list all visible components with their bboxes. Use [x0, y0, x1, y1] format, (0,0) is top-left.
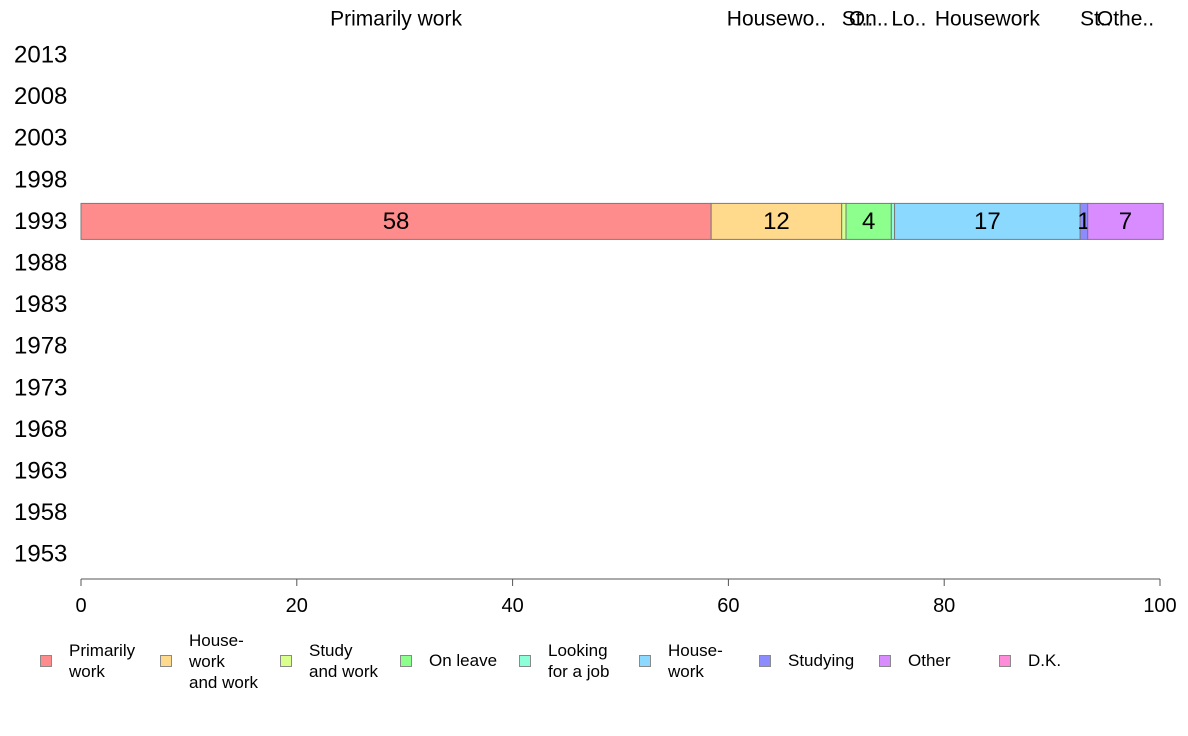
legend-swatch: [519, 655, 531, 667]
year-label-2003: 2003: [14, 125, 67, 152]
legend-item-2: Study and work: [280, 630, 378, 682]
legend-swatch: [639, 655, 651, 667]
legend-item-5: House- work: [639, 630, 723, 682]
top-label-series-3: On..: [849, 8, 889, 31]
legend-label: Other: [908, 651, 951, 670]
legend-label: House- work: [668, 641, 723, 681]
top-label-series-6: St..: [1080, 8, 1112, 31]
year-label-1963: 1963: [14, 458, 67, 485]
chart-legend: Primarily work House- work and work Study …: [40, 630, 1180, 700]
bar-1993-series-7: [1087, 202, 1164, 240]
legend-item-8: D.K.: [999, 630, 1061, 671]
x-tick-label-100: 100: [1143, 595, 1176, 617]
legend-label: House- work and work: [189, 631, 258, 692]
legend-item-4: Looking for a job: [519, 630, 609, 682]
legend-label: Study and work: [309, 641, 378, 681]
data-label-1993-series-5: 17: [974, 208, 1001, 235]
legend-label: Studying: [788, 651, 855, 670]
legend-swatch: [160, 655, 172, 667]
legend-label: On leave: [429, 651, 498, 670]
year-label-2008: 2008: [14, 83, 67, 110]
data-label-1993-series-0: 58: [383, 208, 410, 235]
year-label-1988: 1988: [14, 250, 67, 277]
bar-1993-series-0: [80, 202, 712, 240]
legend-swatch: [40, 655, 52, 667]
x-tick-label-40: 40: [501, 595, 523, 617]
legend-item-1: House- work and work: [160, 630, 258, 693]
year-label-1973: 1973: [14, 374, 67, 401]
year-label-2013: 2013: [14, 42, 67, 69]
data-label-1993-series-1: 12: [763, 208, 790, 235]
legend-swatch: [999, 655, 1011, 667]
data-label-1993-series-3: 4: [862, 208, 875, 235]
legend-swatch: [879, 655, 891, 667]
bar-1993-series-1: [710, 202, 843, 240]
year-label-1958: 1958: [14, 499, 67, 526]
top-label-series-7: Othe..: [1097, 8, 1154, 31]
year-label-1983: 1983: [14, 291, 67, 318]
bar-1993-series-5: [894, 202, 1081, 240]
x-tick-label-0: 0: [75, 595, 86, 617]
top-label-series-4: Lo..: [891, 8, 926, 31]
legend-swatch: [759, 655, 771, 667]
legend-item-6: Studying: [759, 630, 854, 671]
legend-item-0: Primarily work: [40, 630, 135, 682]
legend-label: D.K.: [1028, 651, 1062, 670]
legend-swatch: [280, 655, 292, 667]
top-label-series-5: Housework: [935, 8, 1041, 31]
year-label-1993: 1993: [14, 208, 67, 235]
legend-label: Looking for a job: [548, 641, 610, 681]
top-label-series-2: St..: [842, 8, 874, 31]
x-tick-label-80: 80: [933, 595, 955, 617]
year-label-1968: 1968: [14, 416, 67, 443]
legend-item-3: On leave: [400, 630, 497, 671]
top-label-series-0: Primarily work: [330, 8, 462, 31]
bar-1993-series-2: [841, 202, 847, 240]
x-tick-label-20: 20: [286, 595, 308, 617]
data-label-1993-series-7: 7: [1119, 208, 1132, 235]
top-label-series-1: Housewo..: [727, 8, 826, 31]
year-label-1998: 1998: [14, 166, 67, 193]
legend-label: Primarily work: [69, 641, 136, 681]
x-tick-label-60: 60: [717, 595, 739, 617]
legend-swatch: [400, 655, 412, 667]
year-label-1978: 1978: [14, 333, 67, 360]
year-label-1953: 1953: [14, 541, 67, 568]
legend-item-7: Other: [879, 630, 951, 671]
bar-1993-series-3: [845, 202, 892, 240]
